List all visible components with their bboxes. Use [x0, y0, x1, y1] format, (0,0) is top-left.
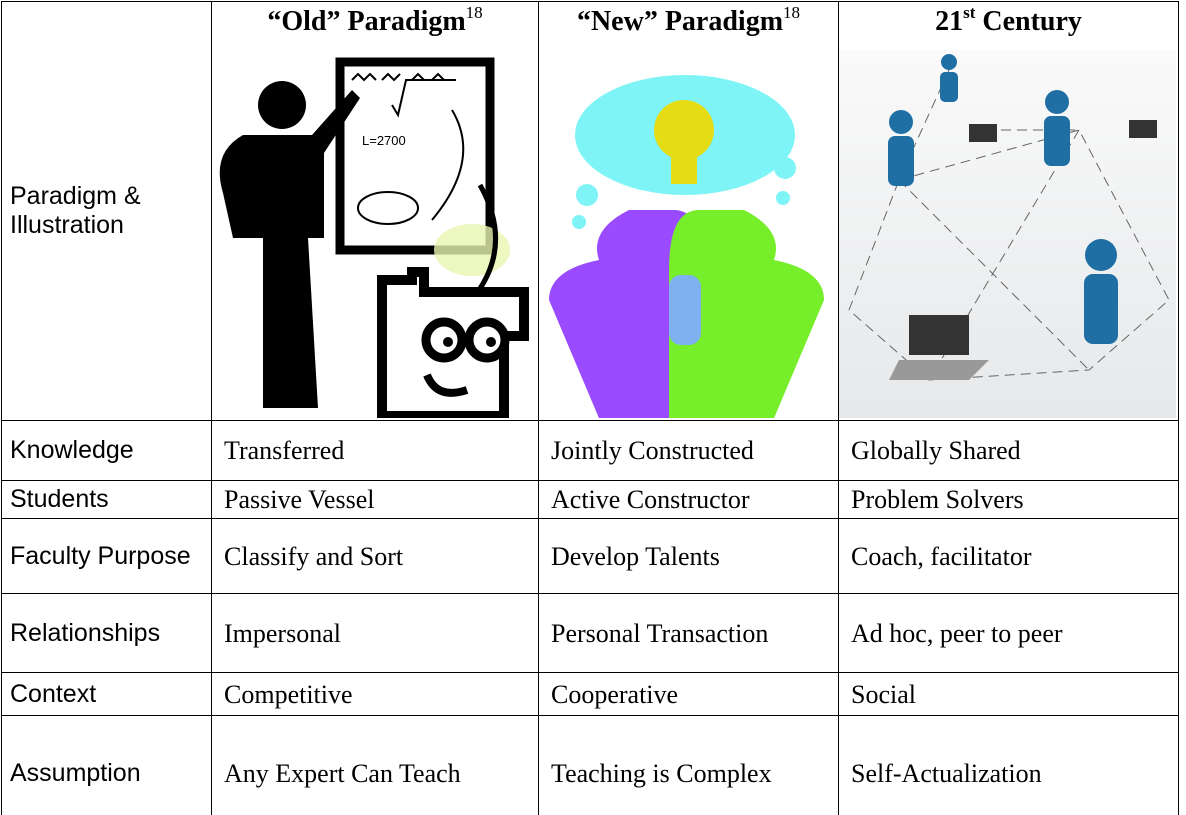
header-superscript: st	[963, 3, 976, 22]
cell-text: Self-Actualization	[851, 758, 1042, 788]
svg-text:L=2700: L=2700	[362, 133, 406, 148]
row-label: Paradigm & Illustration	[10, 182, 141, 239]
header-text: “New” Paradigm18	[576, 3, 801, 38]
header-superscript: 18	[783, 3, 801, 22]
row-label: Assumption	[10, 758, 141, 787]
cell-text: Globally Shared	[851, 436, 1021, 465]
cell-text: Social	[851, 679, 916, 709]
row-label: Faculty Purpose	[10, 541, 191, 570]
cell-text: Personal Transaction	[551, 618, 769, 648]
value-cell: Personal Transaction	[538, 593, 839, 673]
value-cell: Active Constructor	[538, 480, 839, 519]
value-cell: Teaching is Complex	[538, 715, 839, 815]
value-cell: Passive Vessel	[211, 480, 539, 519]
cell-text: Problem Solvers	[851, 485, 1024, 514]
cell-text: Develop Talents	[551, 541, 720, 571]
value-cell: Classify and Sort	[211, 518, 539, 594]
header-text: “Old” Paradigm18	[267, 3, 483, 38]
value-cell: Competitive	[211, 672, 539, 716]
row-label-cell: Context	[1, 672, 212, 716]
cell-text: Coach, facilitator	[851, 541, 1032, 571]
cell-text: Ad hoc, peer to peer	[851, 618, 1063, 648]
old-paradigm-illustration: L=2700	[219, 57, 529, 418]
value-cell: Transferred	[211, 420, 539, 481]
cell-text: Active Constructor	[551, 485, 750, 514]
header-tail: Century	[975, 6, 1082, 37]
row-label: Knowledge	[10, 436, 134, 464]
cell-text: Teaching is Complex	[551, 758, 772, 788]
header-main: 21	[935, 6, 964, 37]
value-cell: Cooperative	[538, 672, 839, 716]
row-label-cell: Knowledge	[1, 420, 212, 481]
cell-text: Transferred	[224, 436, 345, 465]
cell-text: Passive Vessel	[224, 485, 375, 514]
header-cell: “Old” Paradigm18	[211, 1, 539, 421]
value-cell: Any Expert Can Teach	[211, 715, 539, 815]
row-label: Context	[10, 679, 97, 708]
new-paradigm-illustration	[549, 75, 824, 418]
cell-text: Cooperative	[551, 679, 679, 709]
value-cell: Problem Solvers	[838, 480, 1179, 519]
row-label-cell: Assumption	[1, 715, 212, 815]
row-label-cell: Relationships	[1, 593, 212, 673]
row-label: Students	[10, 485, 109, 513]
header-main: “Old” Paradigm	[267, 6, 466, 37]
header-superscript: 18	[465, 3, 483, 22]
value-cell: Jointly Constructed	[538, 420, 839, 481]
header-cell: “New” Paradigm18	[538, 1, 839, 421]
21st-century-illustration	[839, 50, 1176, 418]
row-label-cell: Faculty Purpose	[1, 518, 212, 594]
value-cell: Globally Shared	[838, 420, 1179, 481]
row-label: Relationships	[10, 618, 161, 647]
header-main: “New” Paradigm	[576, 6, 784, 37]
cell-text: Jointly Constructed	[551, 436, 754, 465]
row-label-cell: Students	[1, 480, 212, 519]
cell-text: Classify and Sort	[224, 541, 404, 571]
value-cell: Impersonal	[211, 593, 539, 673]
row-label-cell: Paradigm & Illustration	[1, 1, 212, 421]
cell-text: Impersonal	[224, 618, 341, 648]
value-cell: Ad hoc, peer to peer	[838, 593, 1179, 673]
cell-text: Competitive	[224, 679, 353, 709]
value-cell: Self-Actualization	[838, 715, 1179, 815]
value-cell: Develop Talents	[538, 518, 839, 594]
cell-text: Any Expert Can Teach	[224, 758, 461, 788]
value-cell: Coach, facilitator	[838, 518, 1179, 594]
header-text: 21st Century	[935, 3, 1082, 38]
value-cell: Social	[838, 672, 1179, 716]
header-cell: 21st Century	[838, 1, 1179, 421]
